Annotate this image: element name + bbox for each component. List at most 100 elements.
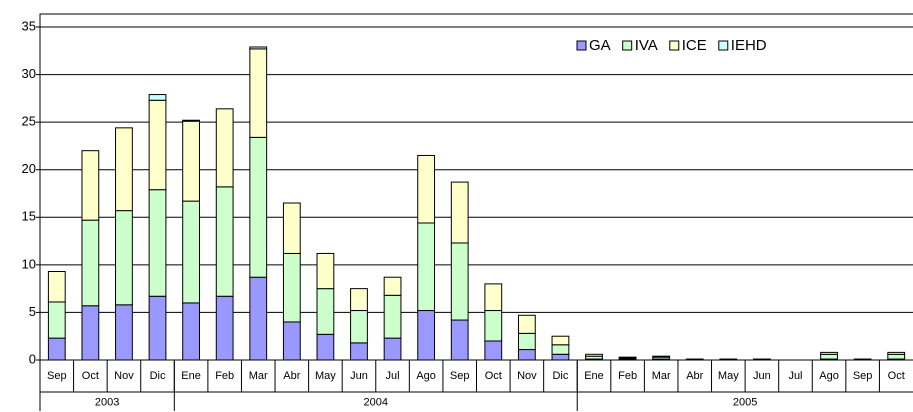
bar-segment <box>887 353 906 360</box>
y-tick-label: 15 <box>22 209 36 224</box>
group-label: 2005 <box>733 396 757 408</box>
x-tick-label: Jun <box>753 370 771 382</box>
bar-segment <box>551 335 570 346</box>
bar-segment <box>517 349 536 361</box>
x-tick-label: Oct <box>888 370 905 382</box>
bar-segment <box>81 150 100 221</box>
y-tick-label: 20 <box>22 161 36 176</box>
bar-segment <box>350 342 368 361</box>
x-tick-label: Mar <box>652 370 671 382</box>
bar-segment <box>450 181 469 244</box>
x-tick-label: Ene <box>584 370 604 382</box>
bar-segment <box>753 358 771 361</box>
bar-segment <box>450 242 469 321</box>
bar-segment <box>249 48 268 138</box>
x-tick-label: Ago <box>416 370 436 382</box>
x-tick-label: Dic <box>552 370 568 382</box>
bar-segment <box>383 294 402 339</box>
bar-segment <box>47 337 66 361</box>
bar-segment <box>282 202 301 254</box>
legend-label: ICE <box>682 37 707 54</box>
y-tick-label: 5 <box>29 304 36 319</box>
bar-segment <box>249 46 268 50</box>
bar-segment <box>182 120 200 202</box>
bar-segment <box>282 252 301 323</box>
bar-segment <box>585 353 603 357</box>
bar-segment <box>316 288 335 335</box>
legend-swatch <box>718 40 729 51</box>
bar-segment <box>417 310 436 361</box>
x-tick-label: Abr <box>283 370 300 382</box>
bar-segment <box>719 358 738 361</box>
bar-segment <box>652 355 671 358</box>
x-tick-label: Ene <box>181 370 201 382</box>
bar-segment <box>685 358 704 361</box>
bar-segment <box>215 295 234 361</box>
x-tick-label: Oct <box>82 370 99 382</box>
bar-segment <box>887 351 906 355</box>
bar-segment <box>853 358 872 361</box>
bar-segment <box>115 304 133 361</box>
y-tick-label: 25 <box>22 114 36 129</box>
x-tick-label: Mar <box>249 370 268 382</box>
x-tick-label: Feb <box>618 370 637 382</box>
bar-segment <box>350 288 368 312</box>
bar-segment <box>551 353 570 361</box>
x-tick-label: Nov <box>517 370 537 382</box>
x-tick-label: Sep <box>47 370 67 382</box>
x-tick-label: Jul <box>386 370 400 382</box>
bar-segment <box>551 344 570 355</box>
x-tick-label: Feb <box>215 370 234 382</box>
x-tick-label: Oct <box>485 370 502 382</box>
x-tick-label: Abr <box>686 370 703 382</box>
bar-segment <box>215 186 234 297</box>
x-tick-label: Jun <box>350 370 368 382</box>
bar-segment <box>316 252 335 290</box>
bar-segment <box>148 99 167 191</box>
bar-segment <box>484 283 503 312</box>
bar-segment <box>182 200 200 304</box>
bar-segment <box>618 356 637 359</box>
legend-swatch <box>576 40 587 51</box>
bar-segment <box>383 276 402 296</box>
x-tick-label: Dic <box>150 370 166 382</box>
bar-segment <box>148 189 167 297</box>
bar-segment <box>215 108 234 188</box>
bar-segment <box>81 305 100 361</box>
legend-label: IEHD <box>731 37 767 54</box>
plot-frame <box>39 13 913 361</box>
x-tick-label: Nov <box>114 370 134 382</box>
legend-swatch <box>622 40 633 51</box>
bar-segment <box>47 271 66 303</box>
x-tick-label: Sep <box>853 370 873 382</box>
bar-segment <box>820 353 838 360</box>
legend-label: GA <box>589 37 611 54</box>
y-tick-label: 0 <box>29 351 36 366</box>
bar-segment <box>115 210 133 306</box>
bar-segment <box>417 222 436 312</box>
x-tick-label: Jul <box>788 370 802 382</box>
bar-segment <box>47 301 66 339</box>
legend-swatch <box>669 40 680 51</box>
x-tick-label: May <box>718 370 739 382</box>
bar-segment <box>350 310 368 344</box>
bar-segment <box>450 319 469 361</box>
bar-segment <box>484 340 503 361</box>
bar-segment <box>383 337 402 361</box>
bar-segment <box>148 94 167 101</box>
bar-segment <box>417 154 436 224</box>
bar-segment <box>182 302 200 361</box>
y-tick-label: 30 <box>22 66 36 81</box>
bar-segment <box>81 219 100 307</box>
bar-segment <box>484 310 503 342</box>
group-label: 2003 <box>95 396 119 408</box>
bar-segment <box>182 119 200 122</box>
x-tick-label: Sep <box>450 370 470 382</box>
bar-segment <box>148 295 167 361</box>
bar-segment <box>249 136 268 278</box>
bar-segment <box>316 333 335 361</box>
bar-segment <box>115 127 133 212</box>
y-tick-label: 10 <box>22 256 36 271</box>
legend-label: IVA <box>635 37 658 54</box>
